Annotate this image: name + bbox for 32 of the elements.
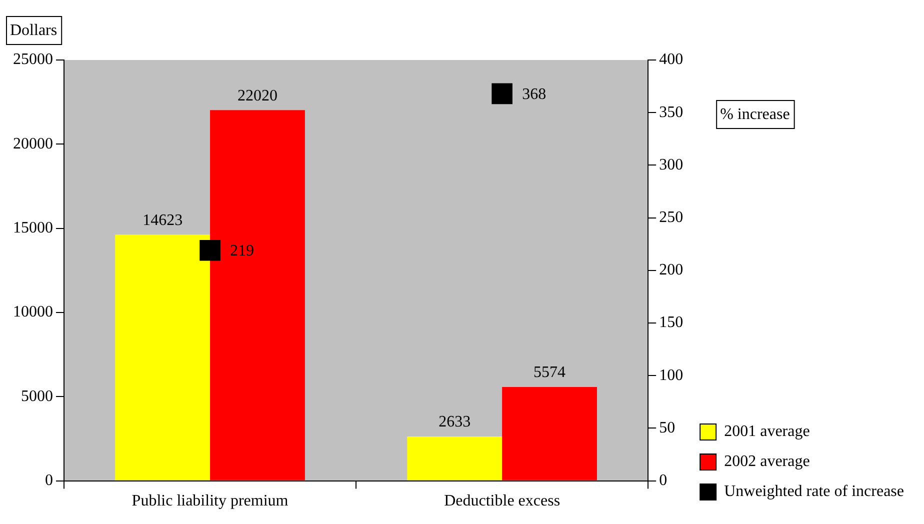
y-tick-label: 25000 <box>13 51 53 68</box>
y2-tick-label: 400 <box>659 51 684 68</box>
bar <box>407 436 502 480</box>
x-tick-label: Public liability premium <box>132 492 289 510</box>
y2-tick-label: 250 <box>659 209 684 226</box>
y2-tick-label: 350 <box>659 104 684 121</box>
data-label: 2633 <box>438 414 471 431</box>
data-label: 219 <box>230 242 254 260</box>
y-tick-label: 0 <box>45 472 53 490</box>
y-tick-label: 20000 <box>13 135 53 152</box>
bar <box>502 386 597 480</box>
y-tick-label: 10000 <box>13 304 53 321</box>
x-tick-label: Deductible excess <box>444 492 560 510</box>
bar <box>210 110 305 480</box>
y2-tick-label: 100 <box>659 366 684 384</box>
y-tick-label: 15000 <box>13 220 53 237</box>
y-axis-title: Dollars <box>10 22 58 40</box>
data-label: 5574 <box>534 364 566 382</box>
y2-tick-label: 0 <box>659 472 668 490</box>
y2-tick-label: 50 <box>659 419 676 436</box>
legend-label: 2002 average <box>724 453 810 470</box>
bar <box>115 234 210 480</box>
data-label: 22020 <box>237 87 278 104</box>
y2-tick-label: 150 <box>659 314 684 332</box>
y2-tick-label: 200 <box>659 262 684 279</box>
legend-label: 2001 average <box>724 423 810 440</box>
legend-label: Unweighted rate of increase <box>724 483 904 500</box>
data-label: 14623 <box>142 212 183 229</box>
data-label: 368 <box>522 86 546 103</box>
y-tick-label: 5000 <box>21 388 53 405</box>
y2-tick-label: 300 <box>659 156 684 174</box>
y2-axis-title: % increase <box>720 106 790 124</box>
